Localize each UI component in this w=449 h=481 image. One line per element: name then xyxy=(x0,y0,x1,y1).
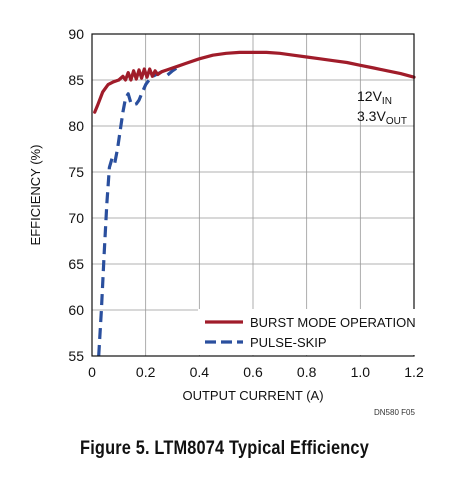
y-tick-label: 75 xyxy=(68,164,84,180)
x-tick-label: 0.2 xyxy=(136,364,156,380)
y-tick-label: 90 xyxy=(68,26,84,42)
x-axis-title: OUTPUT CURRENT (A) xyxy=(182,388,323,403)
x-tick-label: 1.2 xyxy=(404,364,424,380)
series-layer xyxy=(93,50,416,357)
series-line-burst-mode-operation xyxy=(93,50,416,114)
y-tick-label: 55 xyxy=(68,348,84,364)
series-line-pulse-skip xyxy=(97,65,179,357)
legend-label-pulse-skip: PULSE-SKIP xyxy=(250,335,327,350)
operating-condition-annotation: 12VIN 3.3VOUT xyxy=(357,88,407,127)
x-tick-label: 0 xyxy=(88,364,96,380)
y-tick-label: 60 xyxy=(68,302,84,318)
legend-label-burst: BURST MODE OPERATION xyxy=(250,315,416,330)
chart-grid xyxy=(92,34,414,356)
figure-caption: Figure 5. LTM8074 Typical Efficiency xyxy=(80,438,369,459)
y-tick-labels: 55 60 65 70 75 80 85 90 xyxy=(68,26,84,364)
vout-label: 3.3VOUT xyxy=(357,108,407,127)
x-tick-label: 0.8 xyxy=(297,364,317,380)
y-tick-label: 70 xyxy=(68,210,84,226)
x-tick-label: 0.6 xyxy=(243,364,263,380)
x-tick-label: 1.0 xyxy=(351,364,371,380)
vin-label: 12VIN xyxy=(357,88,392,107)
legend-background xyxy=(198,309,416,355)
figure-code: DN580 F05 xyxy=(374,408,415,417)
x-tick-labels: 0 0.2 0.4 0.6 0.8 1.0 1.2 xyxy=(88,364,424,380)
y-tick-label: 85 xyxy=(68,72,84,88)
y-tick-label: 65 xyxy=(68,256,84,272)
legend: BURST MODE OPERATION PULSE-SKIP xyxy=(198,309,416,355)
y-tick-label: 80 xyxy=(68,118,84,134)
plot-frame xyxy=(91,33,415,357)
x-tick-label: 0.4 xyxy=(190,364,210,380)
y-axis-title: EFFICIENCY (%) xyxy=(28,145,43,246)
efficiency-chart: 55 60 65 70 75 80 85 90 0 0.2 0.4 0.6 0.8 1.0 1.2 EFF… xyxy=(28,26,424,417)
